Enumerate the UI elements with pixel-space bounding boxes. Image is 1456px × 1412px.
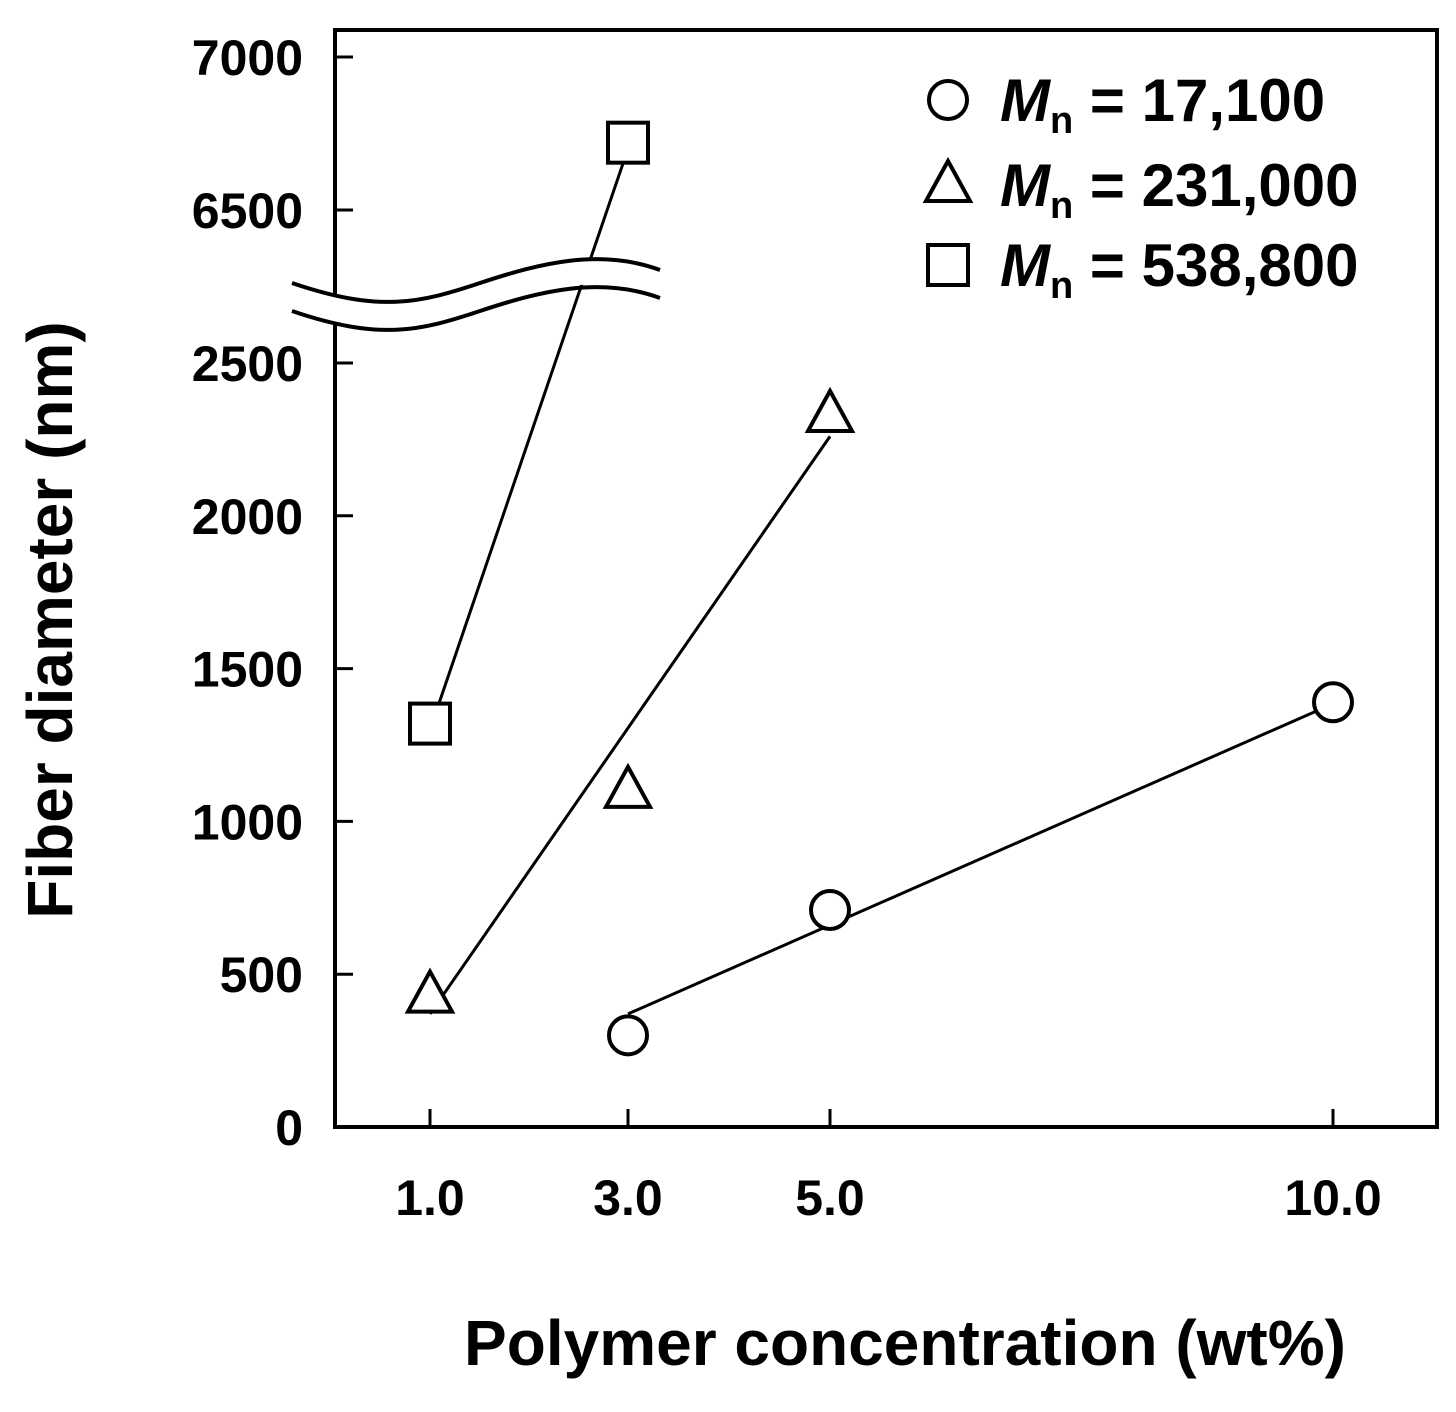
data-points bbox=[404, 120, 1354, 1057]
fit-line-circle bbox=[627, 702, 1334, 1016]
y-tick-label: 1000 bbox=[192, 794, 303, 850]
axis-break-band bbox=[292, 259, 660, 334]
y-tick-label: 500 bbox=[220, 947, 303, 1003]
fit-lines bbox=[428, 148, 1334, 1016]
plot-frame bbox=[333, 28, 1439, 1129]
y-tick-label: 2000 bbox=[192, 489, 303, 545]
point-triangle bbox=[404, 967, 456, 1014]
legend-label: Mn = 17,100 bbox=[1000, 67, 1325, 142]
axis-break bbox=[291, 257, 661, 334]
x-axis-title: Polymer concentration (wt%) bbox=[464, 1307, 1346, 1379]
axis-break-line bbox=[291, 285, 661, 332]
legend-label: Mn = 538,800 bbox=[1000, 232, 1358, 307]
point-triangle bbox=[804, 386, 856, 433]
y-axis-title: Fiber diameter (nm) bbox=[14, 321, 86, 918]
x-tick-label: 5.0 bbox=[795, 1170, 865, 1226]
axis-break-line bbox=[291, 257, 661, 304]
point-circle bbox=[809, 889, 851, 932]
fit-line-square bbox=[428, 148, 630, 731]
axes bbox=[333, 28, 1439, 1129]
x-tick-label: 1.0 bbox=[395, 1170, 465, 1226]
tick-labels: 0 500 1000 1500 2000 2500 6500 7000 1.0 3.0 5.0 10.… bbox=[192, 30, 1382, 1226]
y-tick-label: 0 bbox=[275, 1100, 303, 1156]
point-circle bbox=[1312, 681, 1354, 724]
y-tick-label: 1500 bbox=[192, 642, 303, 698]
y-tick-label: 7000 bbox=[192, 30, 303, 86]
legend-marker-square bbox=[926, 243, 970, 287]
legend-marker-circle bbox=[927, 79, 969, 121]
x-tick-label: 3.0 bbox=[593, 1170, 663, 1226]
point-circle bbox=[607, 1014, 649, 1057]
legend-marker-triangle bbox=[922, 156, 974, 203]
legend-label: Mn = 231,000 bbox=[1000, 152, 1358, 227]
y-tick-label: 2500 bbox=[192, 336, 303, 392]
y-tick-label: 6500 bbox=[192, 183, 303, 239]
x-tick-label: 10.0 bbox=[1284, 1170, 1381, 1226]
point-triangle bbox=[602, 762, 654, 809]
point-square bbox=[408, 701, 452, 746]
fit-line-triangle bbox=[428, 435, 832, 1015]
point-square bbox=[606, 120, 650, 165]
